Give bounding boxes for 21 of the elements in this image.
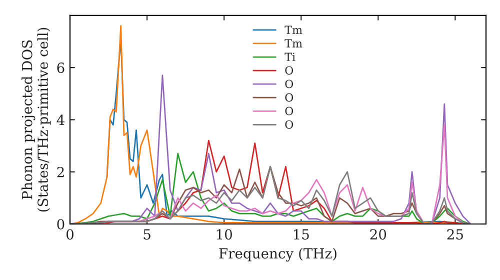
legend-label: O	[285, 80, 294, 88]
y-tick-label: 0	[57, 218, 64, 230]
x-tick-label: 15	[294, 229, 309, 240]
x-tick-label: 25	[447, 229, 463, 240]
y-axis-title: Phonon projected DOS (States/THz·primitive cell)	[22, 28, 51, 212]
x-tick-label: 10	[216, 229, 232, 240]
legend-label: Tm	[284, 39, 302, 48]
y-tick-label: 4	[56, 114, 64, 125]
legend-label: O	[285, 93, 294, 102]
legend-label: O	[285, 106, 294, 116]
x-tick-label: 20	[370, 229, 386, 240]
x-axis-title: Frequency (THz)	[219, 248, 336, 262]
legend-label: O	[285, 120, 294, 129]
x-tick-label: 5	[144, 229, 150, 240]
legend-label: Tm	[284, 26, 302, 34]
x-tick-label: 0	[66, 229, 74, 240]
legend-label: Ti	[284, 52, 296, 61]
y-tick-label: 6	[57, 62, 64, 74]
legend-label: O	[285, 66, 294, 75]
line-series	[70, 152, 472, 224]
y-tick-label: 2	[57, 166, 64, 178]
